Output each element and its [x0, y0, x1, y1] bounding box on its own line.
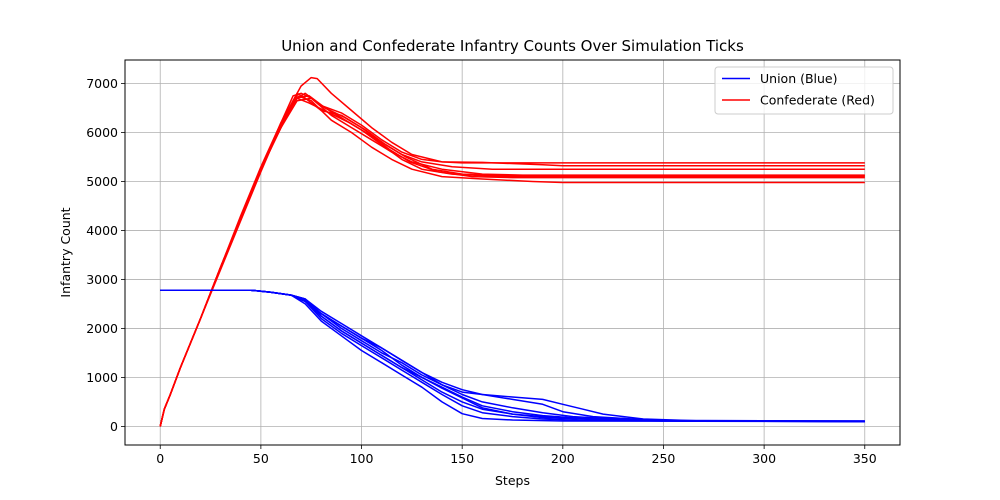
x-tick-label: 0	[156, 451, 164, 466]
x-tick-label: 100	[350, 451, 374, 466]
chart-title: Union and Confederate Infantry Counts Ov…	[281, 37, 744, 55]
axis-ticks: 0 50 100 150 200 250 300 350 0 1000 2000 3000 4000 50…	[86, 76, 877, 466]
y-tick-label: 0	[110, 419, 118, 434]
y-tick-label: 6000	[86, 125, 118, 140]
y-tick-label: 3000	[86, 272, 118, 287]
x-tick-label: 350	[853, 451, 877, 466]
union-run-line-8	[160, 289, 865, 423]
legend-label-confederate: Confederate (Red)	[760, 93, 875, 108]
grid	[125, 60, 900, 445]
y-tick-label: 5000	[86, 174, 118, 189]
y-tick-label: 1000	[86, 370, 118, 385]
x-tick-label: 150	[450, 451, 474, 466]
confederate-run-line-8	[159, 97, 865, 427]
y-tick-label: 4000	[86, 223, 118, 238]
x-tick-label: 300	[752, 451, 776, 466]
legend-box	[714, 66, 894, 115]
y-tick-label: 2000	[86, 321, 118, 336]
legend: Union (Blue) Confederate (Red)	[714, 66, 894, 115]
x-axis-label: Steps	[495, 473, 530, 488]
plot-frame	[124, 59, 901, 446]
x-tick-label: 250	[652, 451, 676, 466]
series-lines	[159, 76, 865, 427]
y-axis-label: Infantry Count	[58, 207, 73, 297]
x-tick-label: 200	[551, 451, 575, 466]
y-tick-label: 7000	[86, 76, 118, 91]
legend-label-union: Union (Blue)	[760, 71, 838, 86]
x-tick-label: 50	[253, 451, 269, 466]
